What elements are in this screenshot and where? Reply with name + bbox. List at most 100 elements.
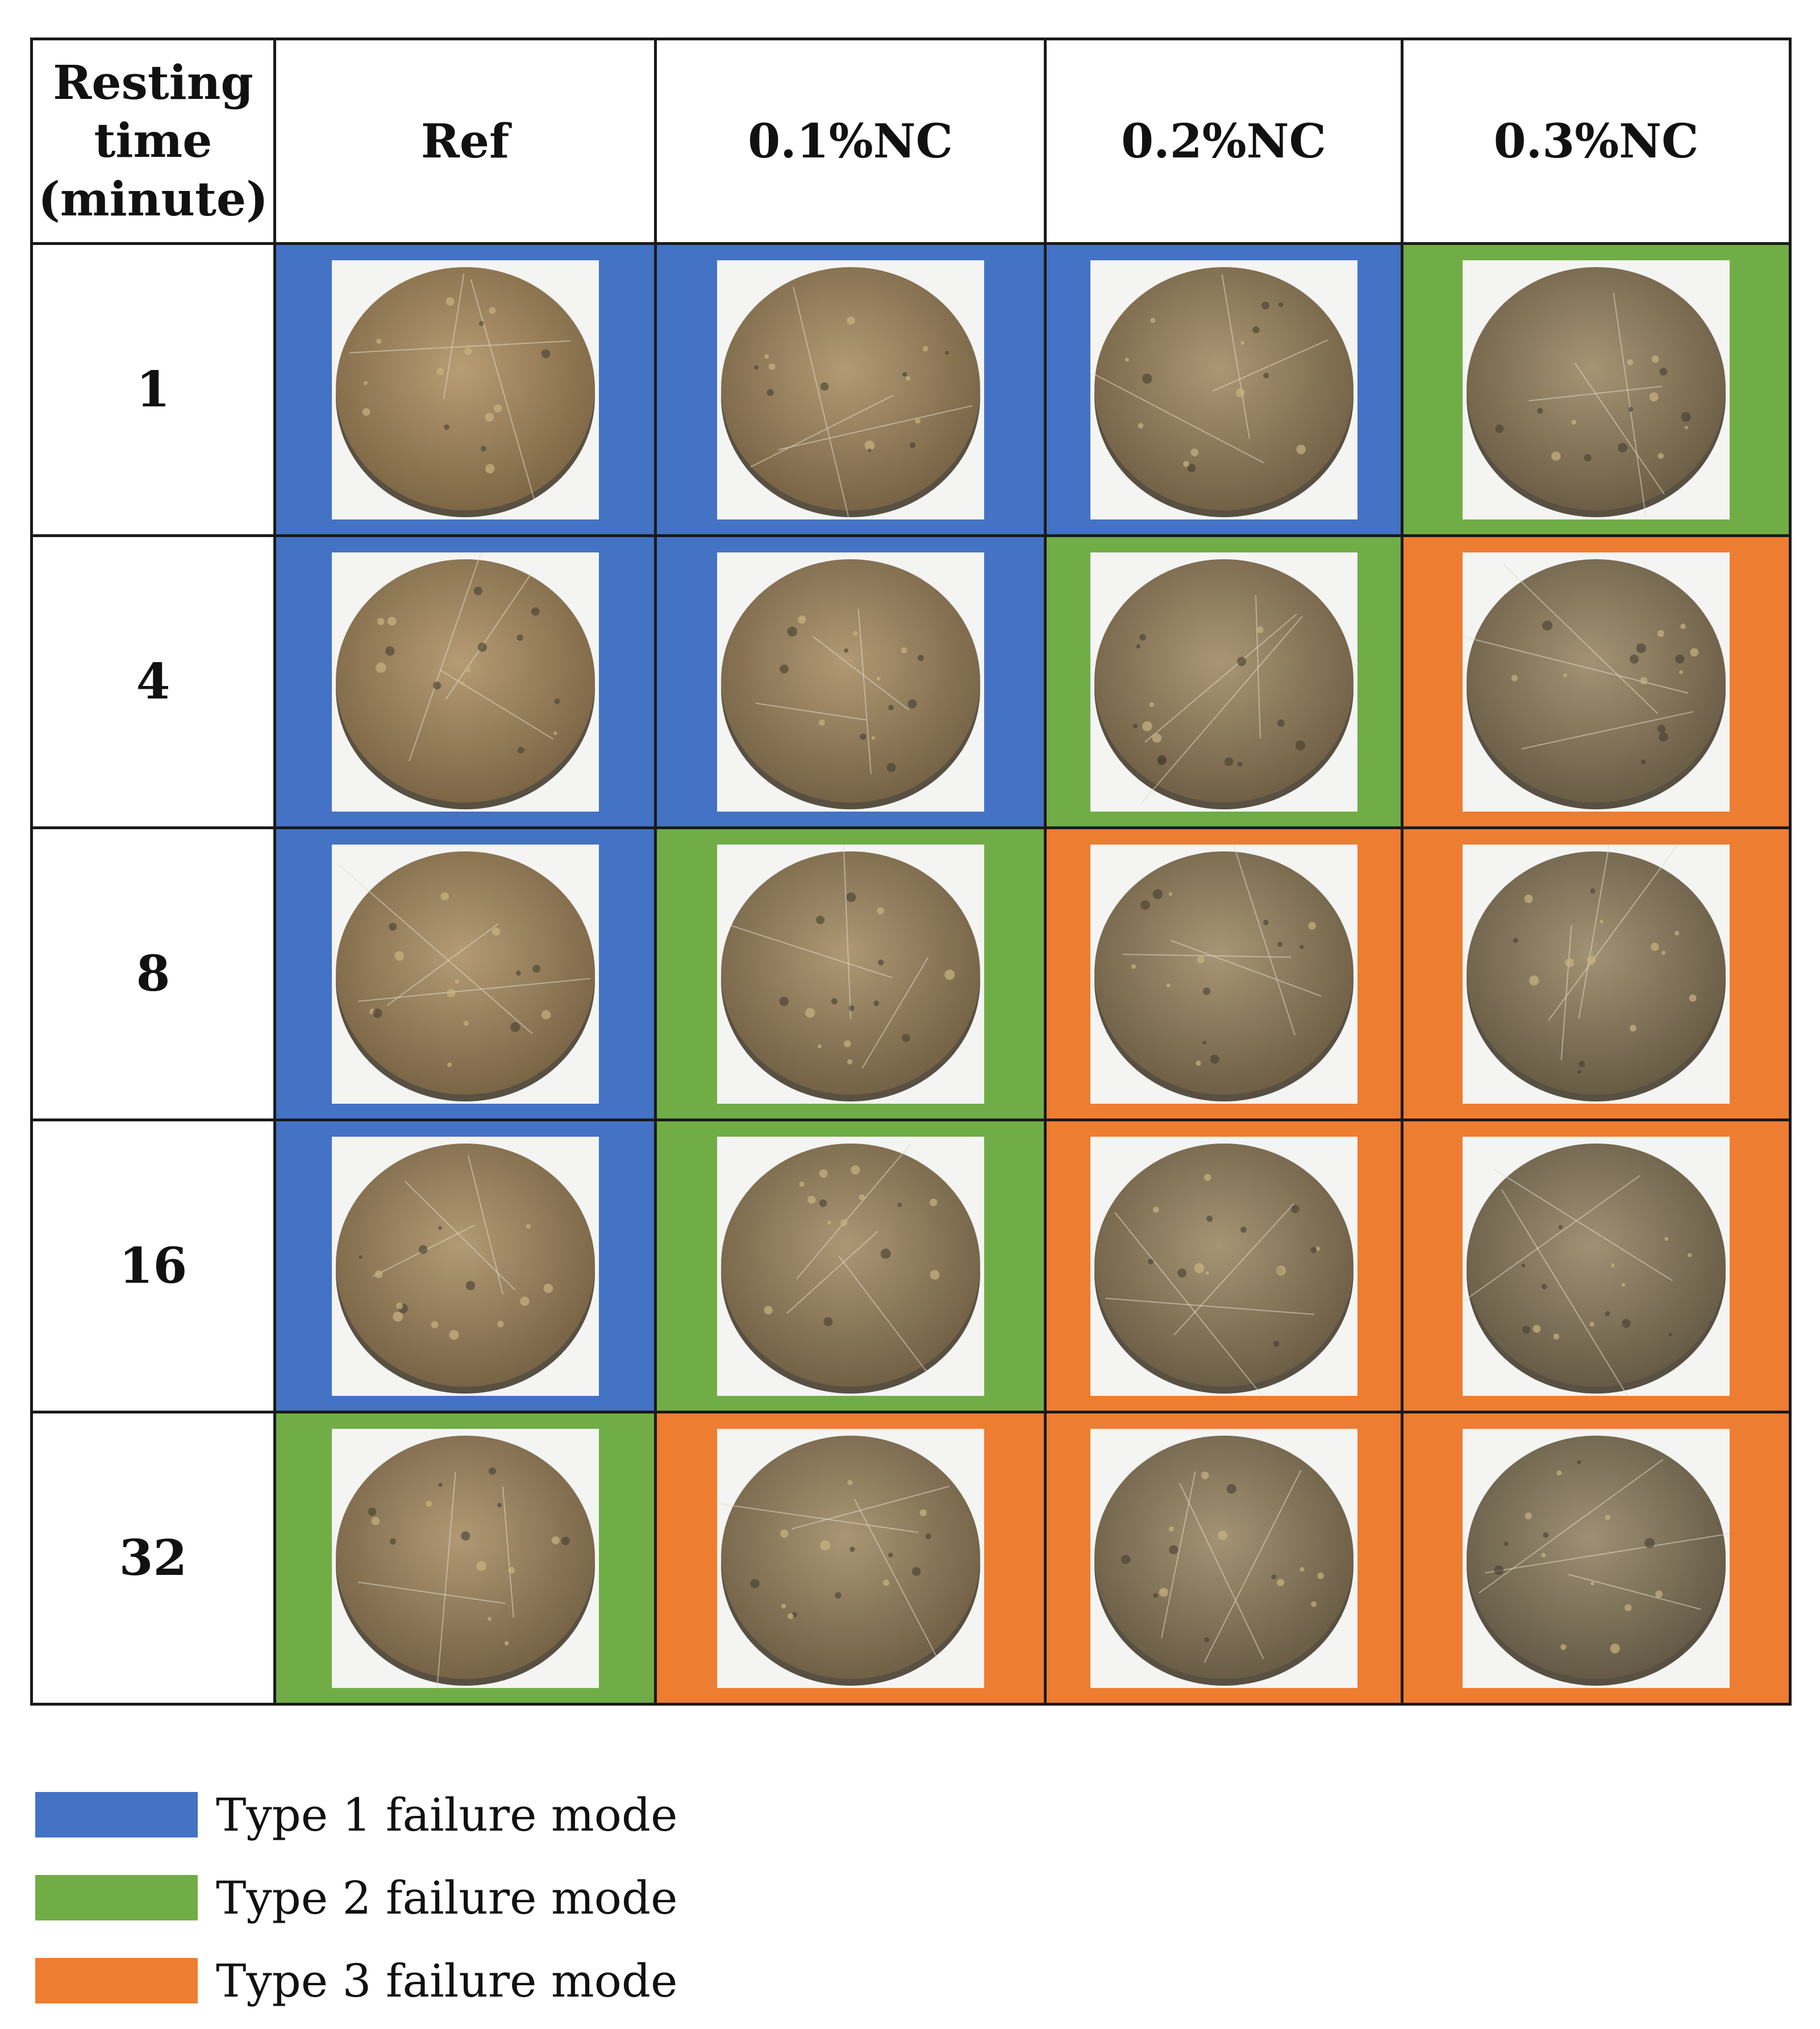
specimen-pore (362, 408, 370, 416)
specimen-pore (1261, 301, 1269, 310)
specimen-pore (1237, 761, 1242, 767)
specimen-pore (517, 746, 524, 754)
specimen-pore (438, 1482, 443, 1487)
specimen-pore (847, 1059, 852, 1065)
specimen-pore (1560, 1644, 1567, 1650)
specimen-pore (1664, 1236, 1669, 1241)
specimen-pore (476, 1561, 486, 1571)
specimen-pore (919, 1509, 927, 1516)
specimen-pore (1295, 740, 1305, 750)
specimen-pore (1611, 1263, 1615, 1267)
row-time-label: 32 (30, 1411, 276, 1706)
specimen-pore (1621, 1282, 1626, 1287)
specimen-pore (864, 440, 874, 451)
specimen-pore (1542, 620, 1552, 631)
specimen-pore (418, 1245, 427, 1254)
specimen-pore (1125, 357, 1129, 361)
specimen-pore (877, 959, 884, 966)
specimen-pore (1668, 1332, 1672, 1336)
sample-cell (1044, 1411, 1403, 1706)
specimen-pore (1659, 732, 1668, 742)
specimen-pore (1589, 1321, 1594, 1327)
specimen-pore (901, 647, 907, 654)
specimen-pore (1218, 1530, 1227, 1540)
specimen-pore (787, 1613, 793, 1619)
specimen-crack-line (1613, 292, 1647, 517)
specimen-pore (848, 1005, 855, 1011)
specimen-pore (1152, 1593, 1158, 1598)
specimen-photo (1463, 552, 1730, 812)
specimen-pore (902, 371, 907, 377)
specimen-pore (445, 297, 455, 306)
specimen-pore (1271, 1574, 1276, 1579)
specimen-pore (1138, 422, 1143, 429)
specimen-pore (1690, 647, 1699, 656)
specimen-pore (1224, 757, 1233, 766)
specimen-pore (1236, 656, 1246, 666)
specimen-photo-graphic (1094, 844, 1353, 1101)
specimen-pore (1152, 889, 1163, 899)
specimen-pore (909, 442, 915, 448)
sample-cell (654, 242, 1047, 537)
specimen-crack-line (1548, 844, 1679, 1021)
specimen-pore (1197, 955, 1204, 963)
specimen-pore (1157, 756, 1166, 765)
specimen-pore (1290, 1204, 1300, 1213)
specimen-pore (376, 338, 381, 344)
specimen-crack-line (436, 1471, 456, 1688)
specimen-pore (1131, 964, 1136, 969)
specimen-pore (823, 1317, 832, 1326)
specimen-pore (1618, 442, 1628, 452)
specimen-pore (436, 367, 444, 375)
specimen-crack-line (1485, 1532, 1730, 1573)
specimen-pore (1149, 702, 1154, 707)
specimen-crack-line (1144, 613, 1297, 743)
specimen-pore (807, 1195, 816, 1204)
specimen-pore (510, 1022, 520, 1032)
specimen-pore (817, 1044, 822, 1048)
specimen-pore (477, 642, 487, 652)
specimen-pore (438, 1226, 442, 1230)
specimen-pore (1273, 1340, 1279, 1347)
specimen-pore (504, 1641, 509, 1645)
specimen-pore (1659, 367, 1668, 376)
specimen-pore (1299, 945, 1304, 949)
specimen-pore (377, 617, 385, 625)
specimen-pore (1276, 1578, 1284, 1586)
specimen-pore (363, 380, 368, 385)
specimen-photo (1090, 844, 1357, 1104)
specimen-top-surface (1094, 267, 1353, 510)
specimen-crack-line (1140, 616, 1302, 804)
row-time-label: 4 (30, 534, 276, 829)
specimen-pore (1315, 1246, 1320, 1251)
specimen-pore (780, 1529, 789, 1538)
specimen-pore (1655, 1590, 1663, 1598)
specimen-photo (1090, 1428, 1357, 1688)
specimen-crack-line (777, 405, 973, 450)
specimen-pore (1525, 1512, 1532, 1519)
specimen-pore (493, 404, 502, 413)
specimen-top-surface (720, 267, 980, 510)
specimen-pore (1657, 452, 1664, 459)
sample-cell (1044, 826, 1403, 1121)
specimen-pore (1630, 654, 1639, 664)
specimen-pore (448, 1329, 459, 1340)
specimen-pore (443, 424, 449, 430)
specimen-photo-graphic (720, 844, 980, 1101)
specimen-crack-line (838, 1255, 927, 1373)
specimen-pore (815, 915, 824, 924)
specimen-pore (1210, 1054, 1219, 1063)
header-nc-03: 0.3%NC (1401, 38, 1792, 245)
specimen-crack-line (861, 957, 928, 1068)
specimen-pore (485, 463, 495, 473)
specimen-pore (876, 676, 881, 681)
specimen-top-surface (720, 1143, 980, 1387)
specimen-pore (1675, 930, 1680, 935)
specimen-pore (464, 347, 472, 355)
specimen-top-surface (335, 851, 595, 1095)
specimen-pore (1541, 1283, 1547, 1289)
specimen-pore (1537, 408, 1543, 414)
specimen-photo (717, 1136, 984, 1396)
specimen-pore (911, 1566, 921, 1576)
specimen-photo (1090, 260, 1357, 519)
